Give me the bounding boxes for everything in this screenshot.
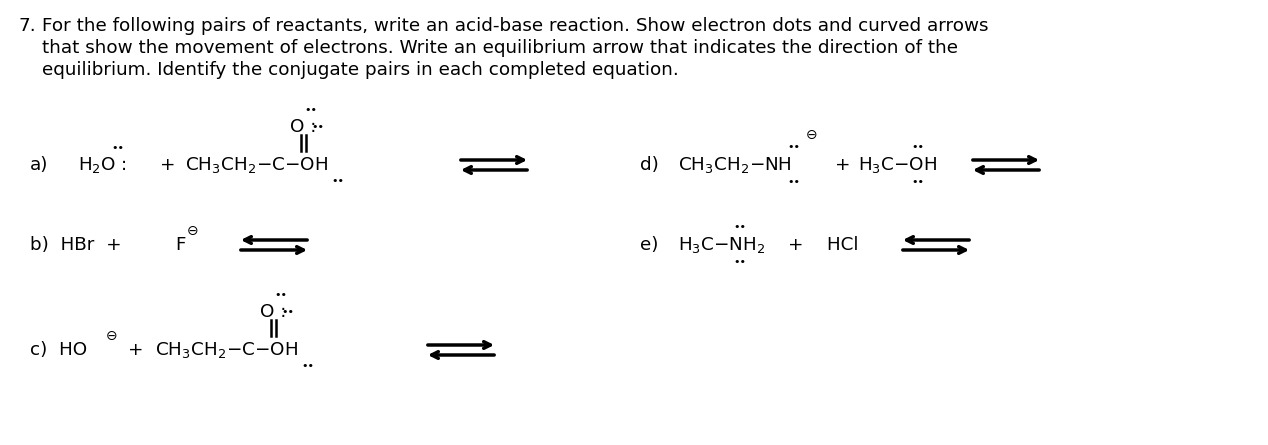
Text: ⊖: ⊖ (806, 128, 818, 142)
Text: 7.: 7. (18, 17, 36, 35)
Text: H$_3$C−NH$_2$: H$_3$C−NH$_2$ (678, 235, 765, 255)
Text: ••: •• (274, 290, 288, 300)
Text: ••: •• (912, 177, 924, 187)
Text: O :: O : (290, 118, 316, 136)
Text: e): e) (640, 236, 658, 254)
Text: equilibrium. Identify the conjugate pairs in each completed equation.: equilibrium. Identify the conjugate pair… (42, 61, 678, 79)
Text: +: + (160, 156, 175, 174)
Text: ••: •• (733, 257, 747, 267)
Text: a): a) (30, 156, 48, 174)
Text: For the following pairs of reactants, write an acid-base reaction. Show electron: For the following pairs of reactants, wr… (42, 17, 989, 35)
Text: ⊖: ⊖ (107, 329, 118, 343)
Text: ••: •• (787, 177, 800, 187)
Text: b)  HBr  +: b) HBr + (30, 236, 122, 254)
Text: F: F (175, 236, 185, 254)
Text: ••: •• (912, 142, 924, 152)
Text: +    HCl: + HCl (787, 236, 858, 254)
Text: CH$_3$CH$_2$−NH: CH$_3$CH$_2$−NH (678, 155, 791, 175)
Text: ••: •• (304, 105, 317, 115)
Text: +: + (836, 156, 851, 174)
Text: +: + (128, 341, 143, 359)
Text: ••: •• (112, 143, 124, 153)
Text: ••: •• (733, 222, 747, 232)
Text: ••: •• (281, 307, 294, 317)
Text: H$_2$O :: H$_2$O : (79, 155, 127, 175)
Text: c)  HO: c) HO (30, 341, 87, 359)
Text: ••: •• (787, 142, 800, 152)
Text: ••: •• (302, 361, 314, 371)
Text: H$_3$C−OH: H$_3$C−OH (858, 155, 937, 175)
Text: O :: O : (260, 303, 287, 321)
Text: ⊖: ⊖ (188, 224, 199, 238)
Text: that show the movement of electrons. Write an equilibrium arrow that indicates t: that show the movement of electrons. Wri… (42, 39, 959, 57)
Text: CH$_3$CH$_2$−C−OH: CH$_3$CH$_2$−C−OH (185, 155, 328, 175)
Text: CH$_3$CH$_2$−C−OH: CH$_3$CH$_2$−C−OH (155, 340, 298, 360)
Text: ••: •• (331, 176, 345, 186)
Text: ••: •• (312, 122, 325, 132)
Text: d): d) (640, 156, 659, 174)
